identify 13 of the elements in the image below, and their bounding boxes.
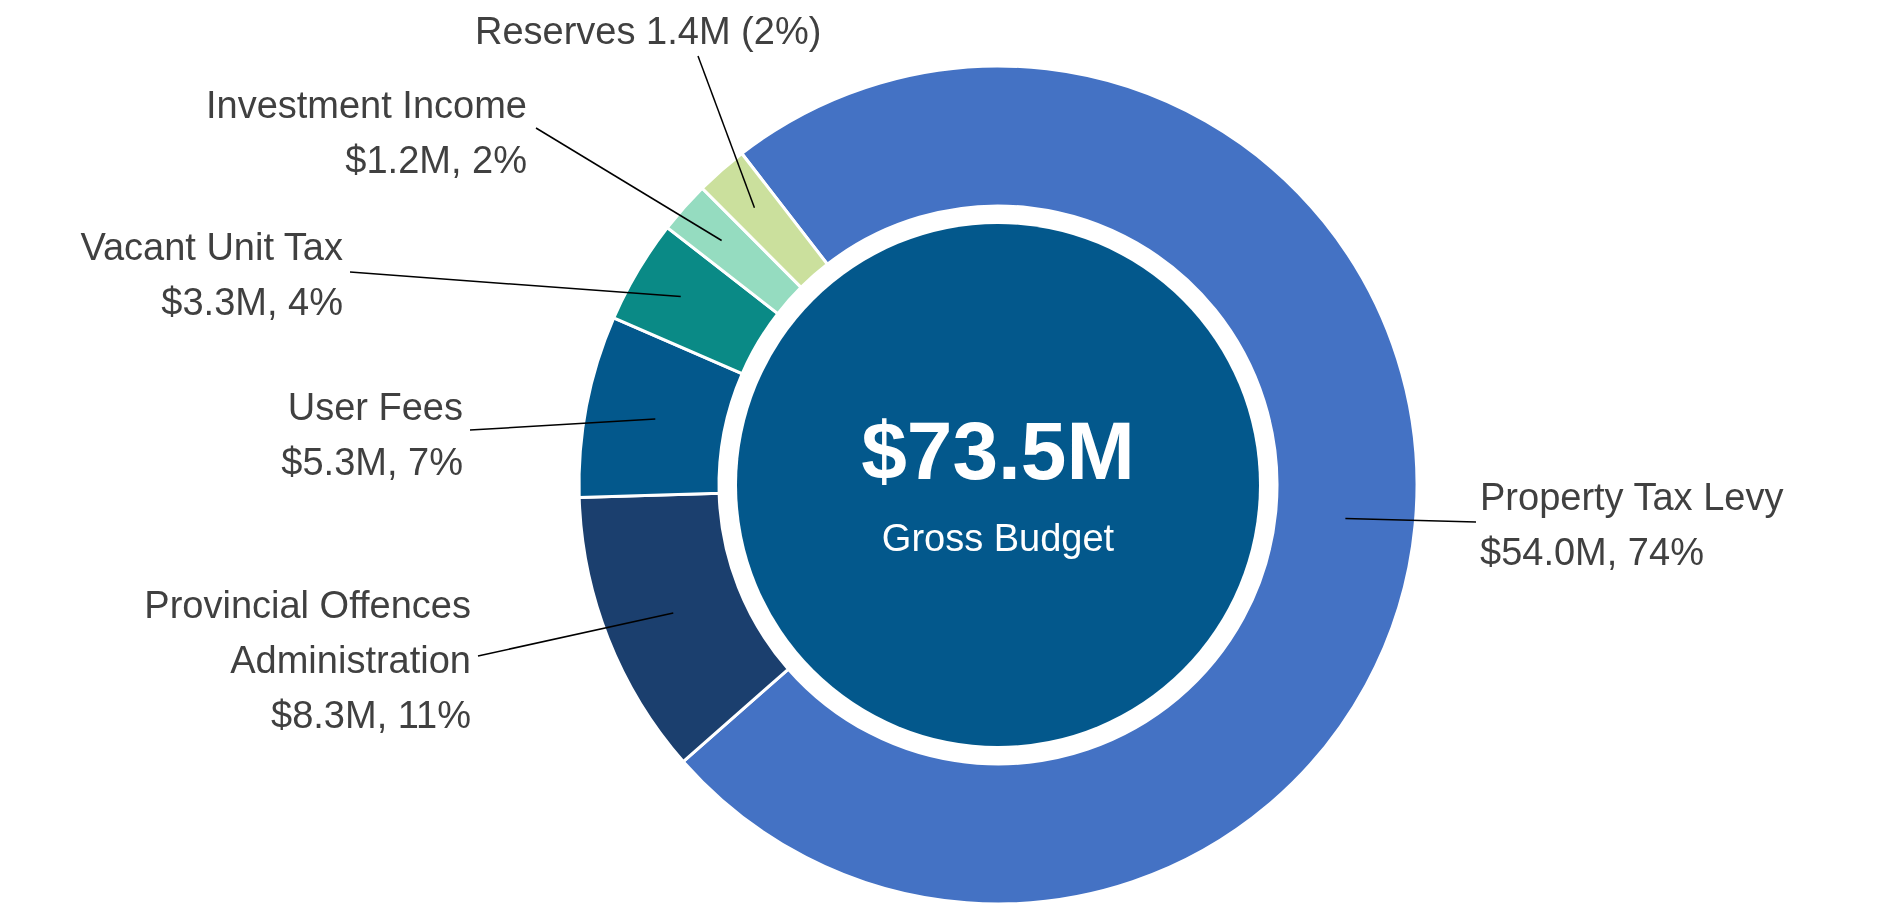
data-label: $3.3M, 4%: [161, 281, 343, 324]
data-label: $5.3M, 7%: [281, 441, 463, 484]
slice-label: Provincial Offences Administration: [144, 584, 471, 682]
text: Gross Budget: [881, 517, 1115, 559]
slice-label: Vacant Unit Tax: [80, 226, 343, 268]
slice-label: Property Tax Levy: [1480, 476, 1784, 518]
slice-label: Investment Income: [205, 84, 527, 126]
data-label: $8.3M, 11%: [271, 694, 471, 737]
slice-label: Reserves 1.4M (2%): [475, 10, 822, 52]
slice-label: User Fees: [287, 386, 463, 428]
data-label: $54.0M, 74%: [1480, 531, 1704, 574]
data-label: $1.2M, 2%: [345, 139, 527, 182]
text: $73.5M: [861, 405, 1135, 496]
